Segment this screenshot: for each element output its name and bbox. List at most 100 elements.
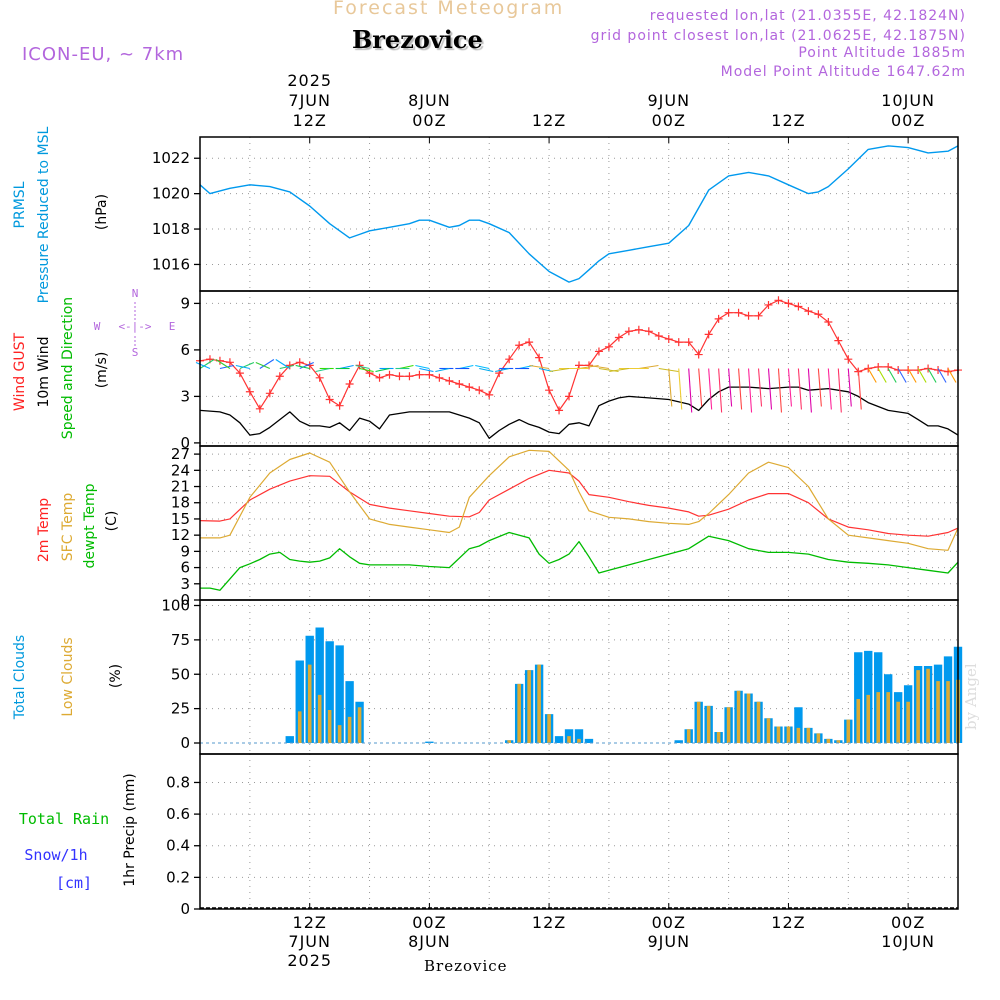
pressure-tick-label: 1020 (152, 185, 190, 203)
time-axis-label: 00Z (652, 913, 686, 932)
gust-marker (485, 390, 494, 399)
snow-label: Snow/1h (24, 846, 87, 864)
precip-tick-label: 0 (180, 900, 190, 918)
low-cloud-bar (537, 664, 541, 743)
wind-direction-arrow (797, 368, 802, 410)
gust-marker (335, 401, 344, 410)
total-cloud-bar (584, 738, 594, 743)
total-cloud-bar (574, 729, 584, 743)
low-cloud-bar (736, 690, 741, 743)
wind-direction-arrow (917, 368, 927, 383)
wind-direction-arrow (435, 367, 450, 373)
wind-direction-arrow (529, 364, 550, 370)
temperature-tick-label: 12 (171, 526, 190, 544)
wind-direction-arrow (295, 364, 310, 370)
gust-marker (505, 355, 514, 364)
gust-marker (624, 327, 633, 336)
low-cloud-bar (766, 718, 771, 743)
clouds-tick-label: 100 (161, 597, 190, 615)
wind-direction-arrow (757, 368, 763, 407)
low-cloud-bar (726, 707, 731, 743)
pressure-line (199, 145, 959, 283)
gust-marker (824, 318, 833, 326)
gust-marker (734, 308, 743, 317)
gust-marker (614, 333, 623, 342)
low-cloud-bar (886, 692, 890, 743)
gust-marker (445, 376, 454, 385)
compass-label: N (132, 287, 139, 300)
wind-speed-dir-label: Speed and Direction (60, 297, 76, 439)
gust-marker (644, 327, 653, 336)
gust-marker (555, 406, 564, 415)
clouds-tick-label: 75 (171, 631, 190, 649)
gust-marker (694, 350, 703, 359)
low-cloud-bar (806, 727, 811, 743)
low-cloud-bar (357, 707, 362, 743)
low-cloud-bar (567, 736, 571, 743)
wind-10m-label: 10m Wind (36, 336, 52, 407)
gust-marker (784, 299, 793, 308)
clouds-tick-label: 50 (171, 665, 190, 683)
gust-line (199, 299, 959, 411)
low-cloud-bar (517, 683, 521, 743)
gust-marker (704, 330, 713, 339)
gust-marker (874, 362, 883, 371)
point-altitude: Point Altitude 1885m (798, 45, 966, 61)
gust-marker (894, 366, 903, 375)
gust-marker (604, 342, 613, 351)
gust-marker (884, 362, 893, 371)
wind-direction-arrow (718, 368, 723, 413)
compass-label: <-|-> (118, 320, 151, 333)
low-cloud-bar (577, 738, 581, 743)
wind-direction-arrow (549, 367, 570, 373)
low-cloud-bar (936, 681, 940, 743)
gust-marker (904, 366, 913, 375)
pressure-tick-label: 1022 (152, 149, 190, 167)
total-clouds-label: Total Clouds (12, 635, 28, 720)
precip-panel-frame (199, 753, 959, 910)
sfc-temp-line (200, 449, 959, 551)
time-axis-label: 12Z (532, 913, 566, 932)
time-axis-label: 10JUN (881, 932, 935, 951)
sfc-temp-label: SFC Temp (60, 493, 76, 562)
wind-direction-arrow (877, 368, 887, 383)
wind-direction-arrow (738, 368, 743, 410)
wind-direction-arrow (947, 368, 957, 383)
gust-marker (814, 310, 823, 319)
wind-direction-arrow (857, 368, 862, 410)
gust-marker (754, 311, 763, 320)
time-axis-label: 12Z (293, 111, 327, 130)
pressure-tick-label: 1018 (152, 220, 190, 238)
low-cloud-bar (347, 716, 352, 743)
wind-direction-arrow (688, 368, 693, 413)
wind-direction-arrow (355, 364, 370, 370)
temperature-tick-label: 18 (171, 494, 190, 512)
low-clouds-label: Low Clouds (60, 637, 76, 716)
compass-label: E (169, 320, 176, 333)
low-cloud-bar (826, 738, 831, 743)
gust-marker (804, 307, 813, 316)
time-axis-label: 12Z (771, 913, 805, 932)
low-cloud-bar (876, 692, 881, 743)
gust-marker (325, 395, 334, 404)
wind-direction-arrow (777, 368, 783, 413)
gust-marker (375, 373, 384, 382)
time-axis-label: 12Z (293, 913, 327, 932)
time-axis-label: 12Z (532, 111, 566, 130)
wind-direction-arrow (235, 364, 250, 370)
wind-direction-arrow (847, 368, 852, 407)
low-cloud-bar (547, 714, 551, 743)
low-cloud-bar (297, 711, 302, 743)
low-cloud-bar (696, 701, 701, 743)
wind-direction-arrow (827, 368, 832, 410)
time-axis-label: 00Z (891, 111, 925, 130)
gust-marker (535, 353, 544, 362)
wind-direction-arrow (315, 367, 330, 373)
wind-direction-arrow (698, 368, 703, 407)
time-axis-label: 8JUN (408, 91, 451, 110)
temperature-tick-label: 3 (180, 575, 190, 593)
low-cloud-bar (337, 725, 342, 743)
low-cloud-bar (796, 727, 801, 743)
gust-marker (275, 372, 284, 381)
total-cloud-bar (295, 660, 304, 743)
